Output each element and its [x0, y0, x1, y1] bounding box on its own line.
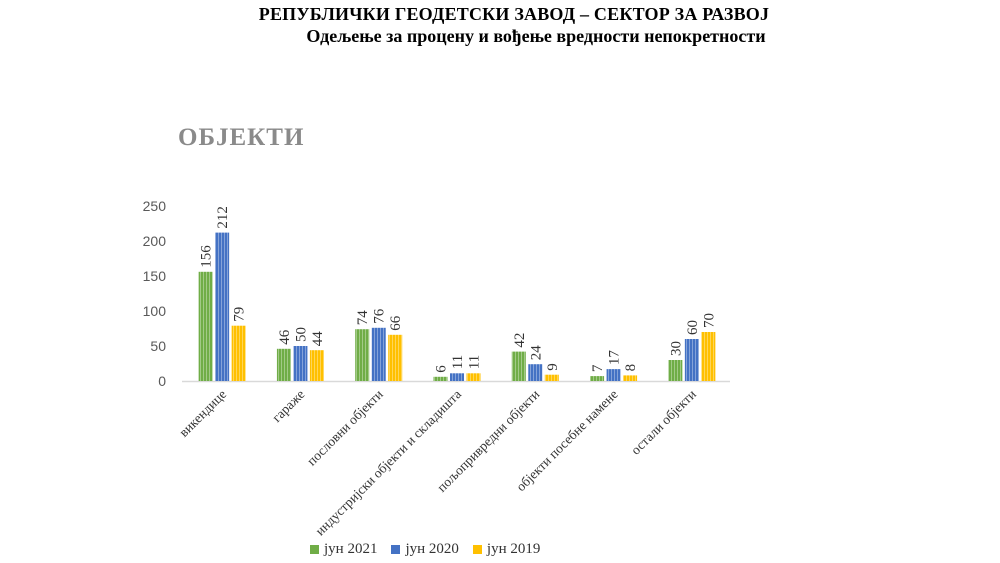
x-category-label: викендице — [176, 387, 229, 440]
data-label: 11 — [450, 355, 466, 369]
bar-0-1 — [276, 348, 291, 381]
data-label: 70 — [701, 313, 717, 328]
data-label: 74 — [355, 310, 371, 326]
data-label: 9 — [545, 363, 561, 371]
header-subtitle: Одељење за процену и вођење вредности не… — [306, 26, 766, 46]
bar-1-4 — [528, 364, 543, 381]
data-label: 6 — [434, 365, 450, 373]
header-title: РЕПУБЛИЧКИ ГЕОДЕТСКИ ЗАВОД – СЕКТОР ЗА Р… — [258, 4, 770, 24]
data-label: 44 — [310, 331, 326, 347]
legend-label-2019: јун 2019 — [486, 540, 541, 557]
data-label: 76 — [372, 308, 388, 324]
legend-item-2020: јун 2020 — [391, 540, 459, 558]
bar-2-1 — [309, 350, 324, 381]
chart-legend: јун 2021 јун 2020 јун 2019 — [310, 540, 554, 558]
y-tick-label: 100 — [143, 303, 167, 319]
x-category-label: гараже — [269, 387, 307, 425]
bar-2-2 — [388, 334, 403, 381]
bar-0-0 — [198, 271, 213, 381]
bar-1-2 — [371, 327, 386, 381]
legend-swatch-2021 — [310, 544, 319, 554]
y-tick-label: 50 — [150, 338, 166, 354]
x-category-label: остали објекти — [628, 387, 699, 458]
y-tick-label: 0 — [158, 373, 166, 389]
legend-label-2021: јун 2021 — [324, 540, 378, 557]
y-tick-label: 250 — [143, 198, 167, 214]
chart-title: ОБЈЕКТИ — [178, 124, 305, 151]
y-tick-label: 200 — [143, 233, 167, 249]
legend-swatch-2020 — [391, 544, 401, 554]
bar-0-2 — [355, 329, 370, 381]
bar-0-6 — [668, 360, 683, 381]
data-label: 42 — [512, 333, 528, 348]
bar-1-5 — [606, 369, 621, 381]
bar-2-3 — [466, 373, 481, 381]
bar-1-0 — [215, 232, 230, 381]
x-category-label: индустријски објекти и складишта — [312, 387, 464, 539]
bar-1-1 — [293, 346, 308, 381]
bar-0-4 — [511, 351, 526, 381]
legend-item-2019: јун 2019 — [472, 540, 541, 558]
data-label: 50 — [293, 327, 309, 342]
data-label: 60 — [685, 320, 701, 335]
x-category-label: пословни објекти — [304, 387, 386, 469]
data-label: 24 — [528, 345, 544, 361]
bar-2-4 — [544, 374, 559, 381]
data-label: 11 — [467, 355, 483, 369]
data-label: 46 — [277, 329, 293, 345]
bar-2-5 — [623, 375, 638, 381]
data-label: 7 — [590, 364, 606, 372]
bar-0-3 — [433, 376, 448, 381]
bar-2-6 — [701, 332, 716, 381]
bar-1-3 — [450, 373, 464, 381]
data-label: 79 — [232, 307, 248, 322]
data-label: 156 — [199, 245, 215, 268]
bar-2-0 — [231, 325, 246, 381]
data-label: 17 — [607, 350, 623, 366]
data-label: 66 — [388, 315, 404, 331]
data-label: 30 — [668, 341, 684, 356]
bar-0-5 — [590, 376, 605, 381]
data-label: 8 — [623, 364, 639, 372]
legend-swatch-2019 — [472, 544, 482, 554]
legend-label-2020: јун 2020 — [405, 540, 459, 557]
bar-1-6 — [684, 339, 699, 381]
data-label: 212 — [215, 206, 231, 229]
y-tick-label: 150 — [143, 268, 167, 284]
legend-item-2021: јун 2021 — [310, 541, 377, 558]
